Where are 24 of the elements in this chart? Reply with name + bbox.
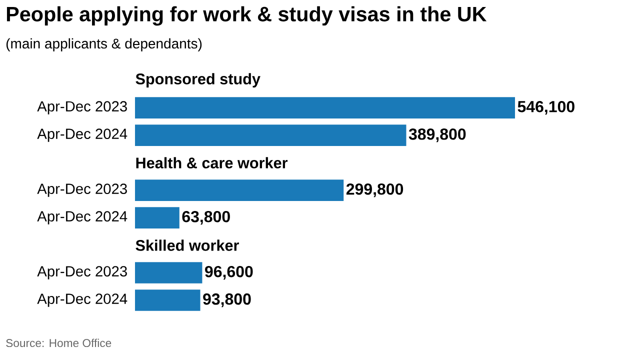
data-label: 389,800 [408, 128, 466, 142]
y-tick-label: Apr-Dec 2024 [37, 211, 128, 224]
y-tick-label: Skilled worker [136, 240, 239, 251]
y-tick-label: Sponsored study [136, 73, 260, 88]
y-tick-label: Apr-Dec 2024 [37, 294, 128, 307]
chart-title: People applying for work & study visas in the UK [6, 6, 487, 26]
y-tick-label: Apr-Dec 2023 [37, 266, 127, 280]
source-note: Source: Home Office [6, 338, 112, 348]
bar [135, 290, 200, 311]
bar [135, 124, 406, 146]
data-label: 96,600 [205, 266, 253, 280]
data-label: 299,800 [346, 183, 404, 198]
bar [135, 97, 515, 118]
bar [135, 262, 202, 284]
chart-subtitle: (main applicants & dependants) [6, 38, 202, 52]
data-label: 546,100 [518, 100, 574, 115]
y-tick-label: Health & care worker [136, 157, 288, 168]
data-label: 63,800 [182, 210, 230, 225]
data-label: 93,800 [203, 293, 251, 308]
y-tick-label: Apr-Dec 2023 [37, 184, 127, 197]
y-tick-label: Apr-Dec 2023 [37, 101, 127, 114]
bar [135, 180, 344, 201]
bar [135, 207, 180, 228]
y-tick-label: Apr-Dec 2024 [37, 128, 128, 142]
